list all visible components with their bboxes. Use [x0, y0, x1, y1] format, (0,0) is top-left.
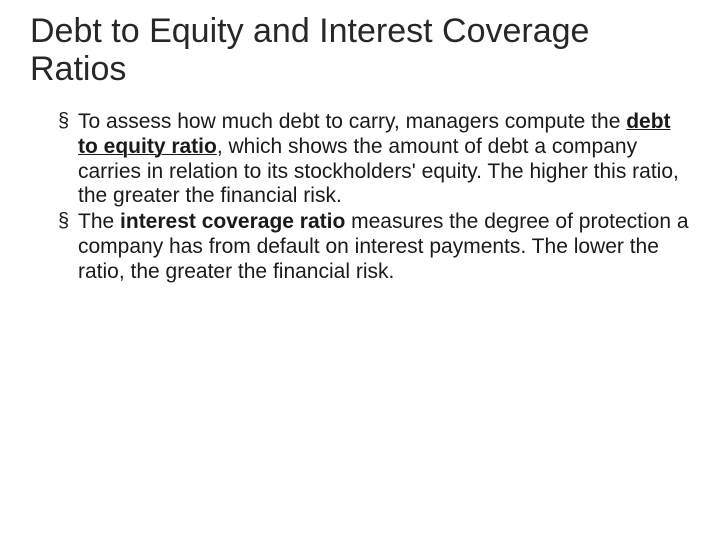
- slide-title: Debt to Equity and Interest Coverage Rat…: [30, 12, 690, 88]
- bullet-item: The interest coverage ratio measures the…: [60, 210, 690, 284]
- bullet-term: interest coverage ratio: [120, 210, 345, 233]
- bullet-text-pre: The: [78, 210, 120, 233]
- slide-container: Debt to Equity and Interest Coverage Rat…: [0, 0, 720, 540]
- bullet-list: To assess how much debt to carry, manage…: [30, 110, 690, 284]
- bullet-text-pre: To assess how much debt to carry, manage…: [78, 110, 626, 133]
- bullet-item: To assess how much debt to carry, manage…: [60, 110, 690, 209]
